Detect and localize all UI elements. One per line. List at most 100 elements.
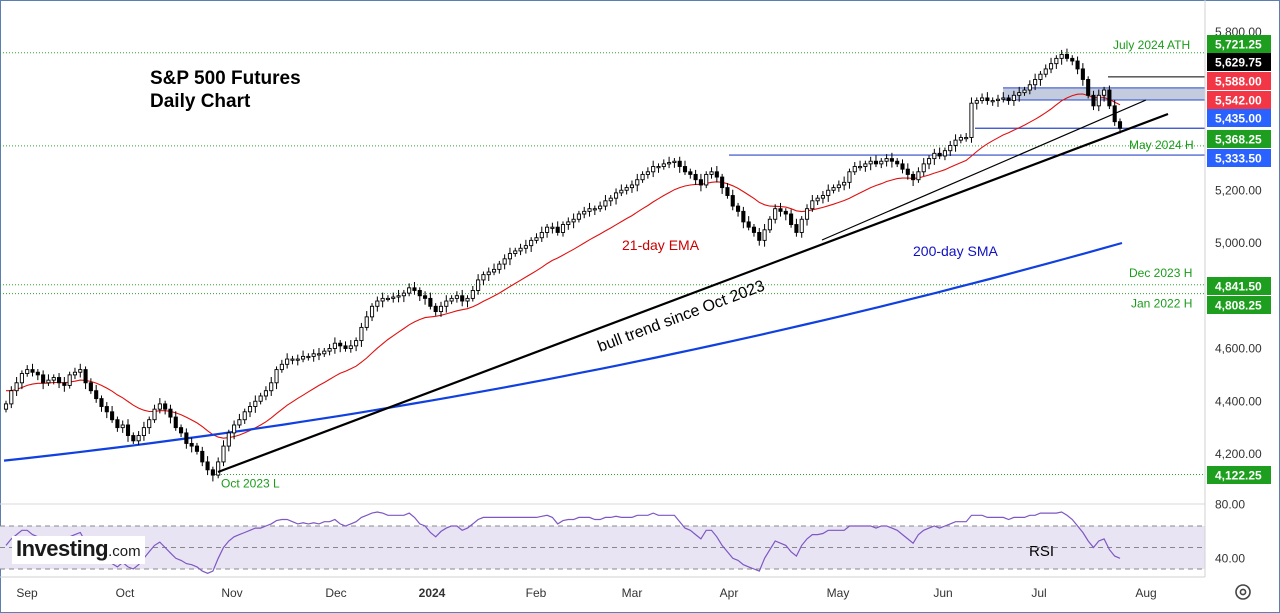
price-axis[interactable]: 5,800.005,400.005,200.005,000.004,600.00… — [0, 25, 1262, 565]
candle-body — [603, 200, 608, 207]
candle-body — [598, 205, 603, 210]
candle-body — [873, 160, 879, 165]
candle-body — [94, 390, 99, 400]
candle-body — [879, 160, 884, 165]
candle-body — [25, 369, 30, 375]
candle-body — [279, 363, 284, 371]
candle-body — [465, 297, 470, 302]
x-tick-label: Mar — [622, 586, 643, 600]
candle-body — [19, 373, 24, 384]
candle-body — [926, 158, 932, 165]
y-tick-label: 4,600.00 — [1215, 342, 1262, 356]
candle-body — [221, 445, 226, 463]
candle-body — [173, 416, 178, 429]
candle-body — [656, 166, 661, 169]
candle-body — [810, 200, 815, 210]
candle-body — [863, 163, 868, 167]
candle-body — [688, 171, 693, 175]
candle-body — [454, 295, 459, 299]
candle-body — [613, 192, 619, 199]
candle-body — [550, 226, 555, 229]
candle-body — [62, 382, 67, 386]
candle-body — [804, 208, 810, 220]
candle-body — [385, 297, 390, 301]
candle-body — [253, 400, 258, 407]
candle-body — [470, 290, 475, 299]
candle-body — [852, 166, 857, 173]
candle-body — [210, 469, 215, 476]
candle-body — [672, 160, 677, 164]
candle-body — [667, 162, 672, 165]
level-annotation: July 2024 ATH — [1113, 38, 1190, 52]
candle-body — [433, 305, 438, 313]
candle-body — [200, 450, 205, 463]
price-tag — [1207, 296, 1271, 314]
candle-body — [698, 179, 703, 186]
candle-body — [1107, 89, 1112, 107]
price-tag-label: 5,588.00 — [1215, 75, 1262, 89]
candle-body — [566, 221, 571, 225]
candle-body — [3, 403, 9, 410]
candle-body — [884, 158, 889, 162]
x-tick-label: Feb — [526, 586, 547, 600]
candle-body — [555, 226, 560, 233]
candle-body — [932, 152, 937, 160]
candle-body — [491, 268, 497, 273]
price-tag — [1207, 109, 1271, 127]
candle-body — [375, 300, 380, 307]
candle-body — [995, 98, 1001, 102]
candle-body — [205, 461, 210, 471]
candle-body — [1054, 57, 1059, 65]
trend-lines — [217, 99, 1169, 474]
candle-body — [332, 342, 337, 349]
candle-body — [502, 258, 507, 265]
candle-body — [1080, 68, 1085, 80]
candle-body — [635, 179, 640, 186]
candle-body — [141, 427, 146, 436]
time-axis[interactable]: Sep Oct Nov Dec 2024 Feb Mar Apr May Jun Jul Aug — [0, 0, 1206, 600]
candle-body — [608, 197, 613, 202]
candle-body — [1091, 94, 1096, 107]
candle-body — [226, 432, 231, 447]
sma-200-label: 200-day SMA — [913, 243, 998, 259]
candle-body — [974, 100, 979, 104]
candle-body — [778, 208, 783, 212]
candle-body — [539, 231, 544, 239]
candle-body — [868, 160, 873, 165]
candle-body — [168, 408, 173, 418]
x-tick-label: 2024 — [419, 586, 446, 600]
ema-21-line — [6, 93, 1121, 439]
candle-body — [916, 171, 921, 181]
candle-body — [1086, 79, 1091, 96]
candle-body — [1117, 121, 1123, 129]
candle-body — [301, 355, 306, 360]
x-tick-label: Aug — [1135, 586, 1156, 600]
candle-body — [391, 296, 396, 299]
candle-body — [295, 358, 300, 361]
price-tag — [1207, 130, 1271, 148]
candle-body — [258, 395, 263, 402]
candle-body — [1048, 63, 1054, 70]
candle-body — [290, 358, 295, 361]
candle-body — [709, 171, 714, 175]
candle-body — [449, 297, 454, 302]
price-tag-label: 5,333.50 — [1215, 152, 1262, 166]
settings-gear-icon[interactable] — [1233, 582, 1253, 602]
candle-body — [322, 350, 327, 355]
secondary-trend-line — [821, 99, 1147, 241]
price-tag-label: 4,841.50 — [1215, 280, 1262, 294]
y-tick-label: 4,400.00 — [1215, 394, 1262, 408]
candle-body — [518, 247, 523, 252]
bull-trend-label: bull trend since Oct 2023 — [595, 278, 767, 356]
annotations: S&P 500 Futures Daily Chart 21-day EMA 2… — [150, 38, 1194, 491]
candle-body — [545, 226, 550, 233]
price-tag — [1207, 35, 1271, 53]
candle-body — [316, 353, 322, 356]
candle-body — [980, 97, 985, 102]
y-tick-label: 4,200.00 — [1215, 447, 1262, 461]
candle-body — [953, 139, 958, 146]
candle-body — [56, 377, 62, 384]
x-tick-label: Jun — [933, 586, 952, 600]
candle-body — [131, 435, 136, 442]
